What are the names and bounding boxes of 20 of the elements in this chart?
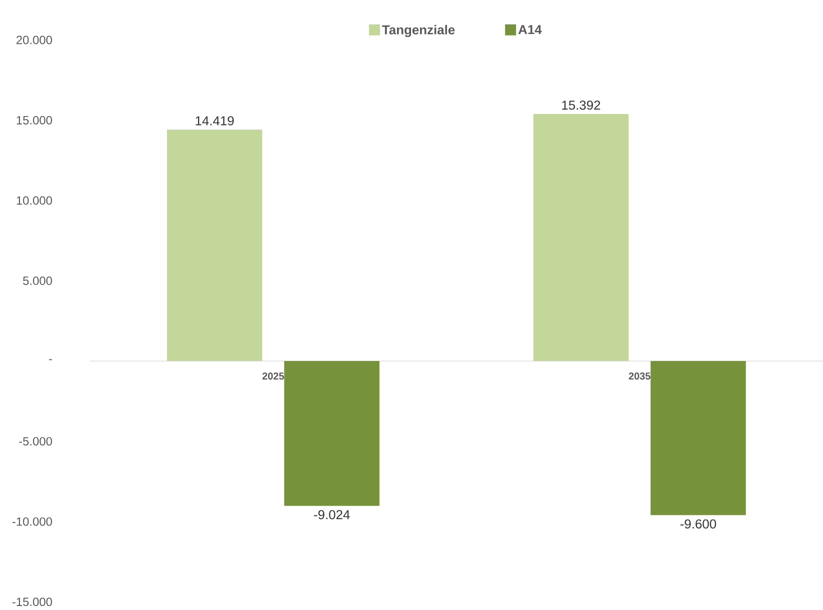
bar (284, 361, 380, 506)
x-tick-label: 2035 (628, 372, 650, 380)
data-label: -9.600 (680, 519, 716, 529)
legend-label: Tangenziale (382, 24, 455, 38)
y-tick-label: 20.000 (16, 36, 52, 44)
y-tick-label: - (49, 359, 52, 360)
y-tick-label: 15.000 (16, 116, 52, 125)
y-tick-label: -15.000 (12, 598, 52, 606)
bar (650, 361, 746, 516)
legend-label: A14 (518, 25, 542, 34)
y-tick-label: 10.000 (16, 196, 52, 205)
bar (166, 130, 262, 362)
data-label: 15.392 (562, 100, 600, 110)
y-tick-label: 5.000 (23, 276, 52, 286)
y-tick-label: -10.000 (12, 517, 52, 526)
x-tick-label: 2025 (262, 372, 284, 380)
data-label: -9.024 (314, 510, 350, 520)
bar (533, 114, 629, 362)
data-label: 14.419 (196, 116, 234, 126)
y-tick-label: -5.000 (19, 437, 52, 446)
